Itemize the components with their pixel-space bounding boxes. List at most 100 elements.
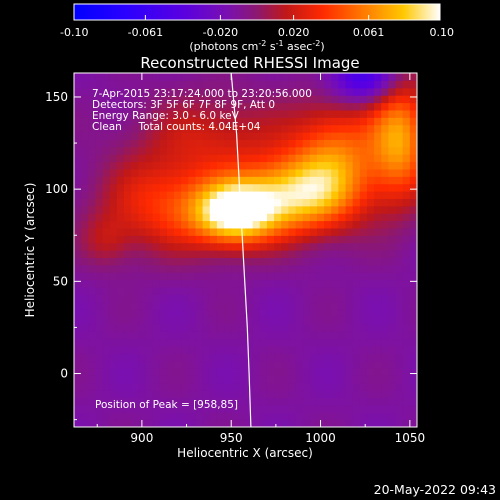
heatmap-cell: [209, 250, 218, 258]
heatmap-cell: [74, 213, 82, 222]
heatmap-cell: [109, 80, 118, 89]
heatmap-cell: [174, 161, 182, 170]
heatmap-cell: [274, 397, 282, 406]
heatmap-cell: [338, 227, 347, 236]
heatmap-cell: [209, 213, 218, 222]
heatmap-cell: [295, 368, 304, 376]
heatmap-cell: [338, 117, 347, 126]
heatmap-cell: [181, 117, 189, 126]
heatmap-cell: [331, 250, 339, 258]
heatmap-cell: [102, 345, 111, 354]
heatmap-cell: [266, 338, 275, 347]
heatmap-cell: [138, 294, 147, 303]
heatmap-cell: [395, 220, 404, 229]
heatmap-cell: [159, 95, 168, 104]
heatmap-cell: [259, 139, 268, 148]
heatmap-cell: [338, 286, 347, 295]
heatmap-cell: [88, 235, 97, 244]
heatmap-cell: [288, 191, 297, 199]
heatmap-cell: [409, 213, 417, 222]
heatmap-cell: [209, 353, 218, 362]
heatmap-cell: [266, 73, 275, 81]
heatmap-cell: [359, 294, 368, 303]
heatmap-cell: [224, 183, 232, 192]
heatmap-cell: [202, 353, 211, 362]
heatmap-cell: [288, 279, 297, 288]
heatmap-cell: [302, 242, 311, 251]
heatmap-cell: [395, 338, 404, 347]
heatmap-cell: [202, 205, 211, 214]
heatmap-cell: [345, 117, 354, 126]
heatmap-cell: [338, 338, 347, 347]
heatmap-cell: [131, 250, 139, 258]
heatmap-cell: [266, 331, 275, 340]
heatmap-cell: [74, 87, 82, 96]
heatmap-cell: [231, 345, 239, 354]
heatmap-cell: [159, 331, 168, 340]
heatmap-cell: [281, 87, 289, 96]
heatmap-cell: [409, 250, 417, 258]
heatmap-cell: [316, 250, 325, 258]
heatmap-cell: [366, 213, 375, 222]
heatmap-cell: [188, 183, 197, 192]
heatmap-cell: [338, 264, 347, 273]
x-tick-label: 900: [130, 431, 153, 445]
heatmap-cell: [74, 154, 82, 163]
heatmap-cell: [88, 176, 97, 185]
heatmap-cell: [224, 257, 232, 266]
heatmap-cell: [409, 397, 417, 406]
heatmap-cell: [152, 213, 161, 222]
heatmap-cell: [202, 382, 211, 391]
heatmap-cell: [238, 198, 247, 207]
heatmap-cell: [359, 132, 368, 140]
heatmap-cell: [274, 368, 282, 376]
heatmap-cell: [224, 309, 232, 317]
heatmap-cell: [224, 227, 232, 236]
heatmap-cell: [281, 242, 289, 251]
heatmap-cell: [231, 331, 239, 340]
heatmap-cell: [174, 404, 182, 413]
heatmap-cell: [409, 146, 417, 155]
heatmap-cell: [345, 235, 354, 244]
heatmap-cell: [238, 95, 247, 104]
heatmap-cell: [131, 139, 139, 148]
heatmap-cell: [366, 382, 375, 391]
heatmap-cell: [238, 213, 247, 222]
heatmap-cell: [352, 323, 361, 332]
heatmap-cell: [345, 146, 354, 155]
heatmap-cell: [138, 242, 147, 251]
heatmap-cell: [395, 205, 404, 214]
heatmap-cell: [116, 301, 125, 310]
heatmap-cell: [209, 191, 218, 199]
heatmap-cell: [352, 235, 361, 244]
heatmap-cell: [138, 235, 147, 244]
heatmap-cell: [409, 132, 417, 140]
heatmap-cell: [245, 161, 254, 170]
heatmap-cell: [338, 419, 347, 427]
heatmap-cell: [402, 146, 411, 155]
heatmap-cell: [366, 168, 375, 177]
heatmap-cell: [274, 205, 282, 214]
heatmap-cell: [88, 102, 97, 111]
heatmap-cell: [102, 227, 111, 236]
heatmap-cell: [309, 390, 318, 399]
heatmap-cell: [374, 404, 382, 413]
heatmap-cell: [316, 95, 325, 104]
heatmap-cell: [374, 397, 382, 406]
heatmap-cell: [381, 198, 390, 207]
heatmap-cell: [138, 309, 147, 317]
heatmap-cell: [195, 323, 204, 332]
heatmap-cell: [374, 375, 382, 384]
heatmap-cell: [81, 80, 89, 89]
heatmap-cell: [88, 154, 97, 163]
heatmap-cell: [359, 146, 368, 155]
heatmap-cell: [202, 338, 211, 347]
heatmap-cell: [95, 109, 104, 118]
heatmap-cell: [109, 375, 118, 384]
heatmap-cell: [274, 235, 282, 244]
heatmap-cell: [109, 227, 118, 236]
heatmap-cell: [252, 102, 261, 111]
heatmap-cell: [331, 390, 339, 399]
heatmap-cell: [95, 139, 104, 148]
heatmap-cell: [124, 213, 132, 222]
